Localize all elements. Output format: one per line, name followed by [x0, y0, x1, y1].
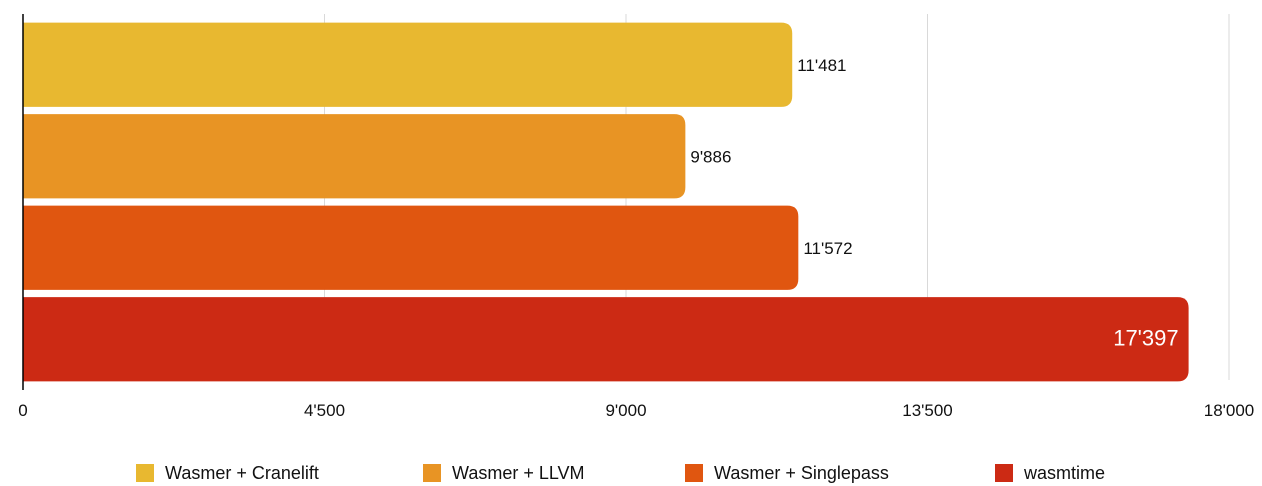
- x-tick-label: 18'000: [1204, 401, 1255, 420]
- bar-wasmtime: [23, 297, 1189, 382]
- x-tick-label: 9'000: [605, 401, 646, 420]
- data-label: 11'481: [797, 56, 846, 75]
- x-axis-ticks: 0 4'500 9'000 13'500 18'000: [18, 401, 1254, 420]
- x-tick-label: 4'500: [304, 401, 345, 420]
- data-label: 11'572: [803, 239, 852, 258]
- legend-item: Wasmer + Cranelift: [136, 460, 319, 486]
- legend-item: Wasmer + LLVM: [423, 460, 585, 486]
- legend-label: Wasmer + Singlepass: [714, 462, 889, 483]
- bar-wasmer-singlepass: [23, 205, 799, 290]
- bar-chart: 11'481 9'886 11'572 17'397 0 4'500 9'000 13'50…: [18, 14, 1254, 420]
- legend-item: wasmtime: [995, 460, 1105, 486]
- legend-label: wasmtime: [1024, 462, 1106, 483]
- legend-swatch: [995, 464, 1013, 482]
- legend-swatch: [685, 464, 703, 482]
- legend-swatch: [423, 464, 441, 482]
- x-tick-label: 13'500: [902, 401, 953, 420]
- legend-label: Wasmer + Cranelift: [165, 462, 319, 483]
- bar-wasmer-llvm: [23, 114, 686, 199]
- bars: 11'481 9'886 11'572 17'397: [23, 22, 1189, 382]
- bar-wasmer-cranelift: [23, 22, 793, 107]
- data-label: 9'886: [690, 147, 731, 166]
- legend: Wasmer + Cranelift Wasmer + LLVM Wasmer + …: [0, 460, 1262, 486]
- legend-item: Wasmer + Singlepass: [685, 460, 889, 486]
- legend-label: Wasmer + LLVM: [452, 462, 585, 483]
- x-tick-label: 0: [18, 401, 27, 420]
- data-label: 17'397: [1113, 325, 1178, 350]
- legend-swatch: [136, 464, 154, 482]
